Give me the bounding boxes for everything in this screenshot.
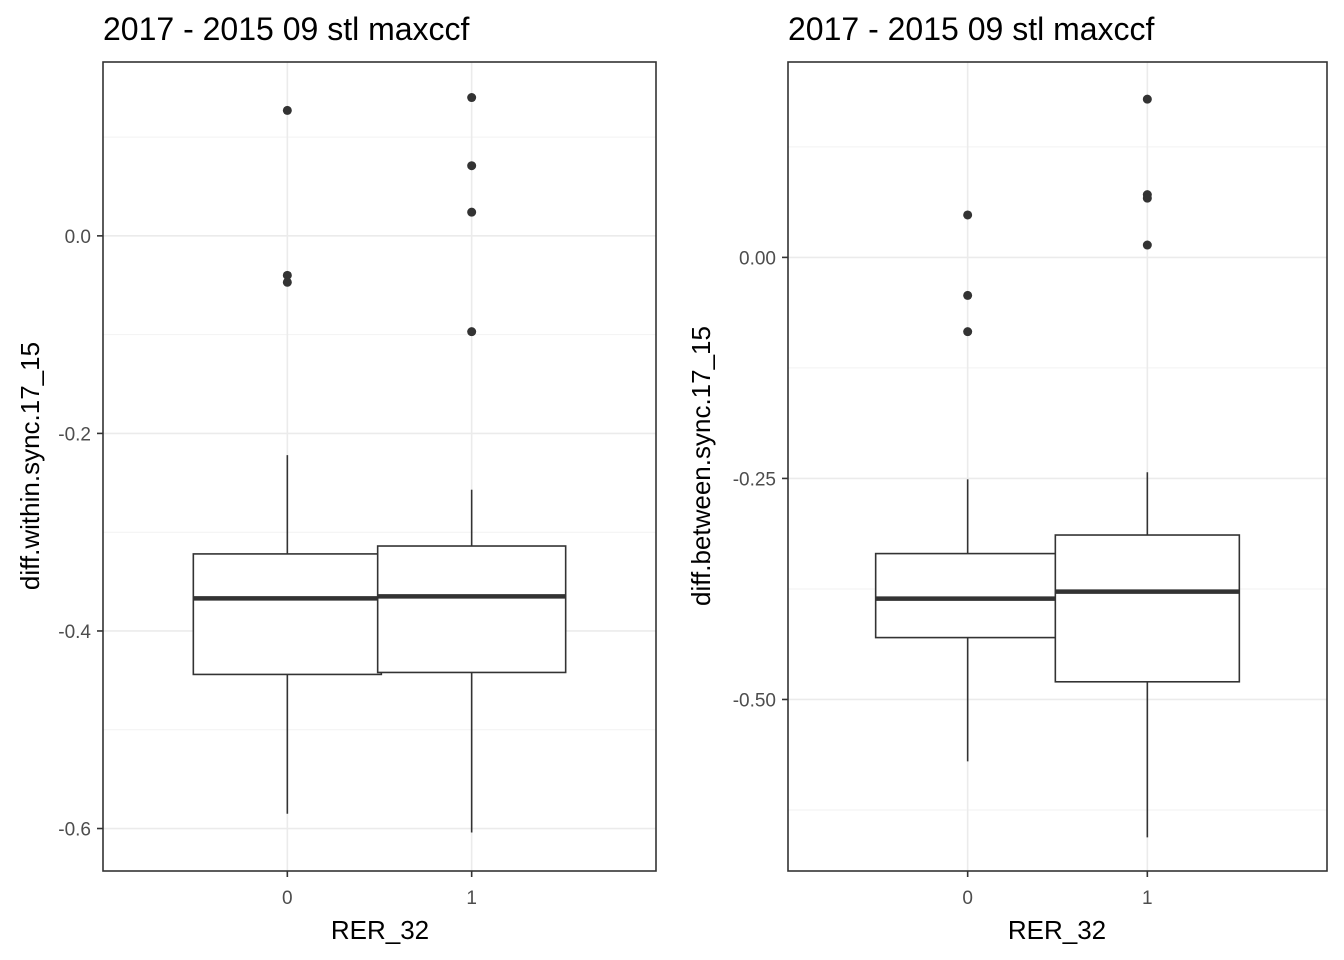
- outlier-point: [1142, 94, 1152, 104]
- outlier-point: [1142, 240, 1152, 250]
- y-tick-label: -0.4: [58, 622, 91, 643]
- box-1: [376, 93, 567, 833]
- box-0: [874, 210, 1061, 762]
- y-tick-label: 0.00: [739, 248, 776, 269]
- x-tick-label: 1: [466, 888, 477, 909]
- x-tick-label: 0: [962, 888, 973, 909]
- outlier-point: [282, 270, 292, 280]
- chart-title: 2017 - 2015 09 stl maxccf: [103, 11, 470, 47]
- outlier-point: [282, 277, 292, 287]
- outlier-point: [282, 105, 292, 115]
- x-axis-title: RER_32: [1008, 915, 1106, 945]
- chart-title: 2017 - 2015 09 stl maxccf: [788, 11, 1155, 47]
- x-axis-title: RER_32: [331, 915, 429, 945]
- y-tick-label: -0.50: [733, 690, 776, 711]
- y-tick-label: 0.0: [65, 227, 91, 248]
- y-axis-title: diff.between.sync.17_15: [686, 326, 716, 606]
- box-iqr: [1054, 534, 1241, 683]
- y-tick-label: -0.6: [58, 820, 91, 841]
- outlier-point: [963, 327, 973, 337]
- gridlines: [788, 62, 1327, 871]
- box-1: [1054, 94, 1241, 838]
- x-tick-label: 1: [1142, 888, 1153, 909]
- box-iqr: [376, 545, 567, 674]
- left-boxplot-panel: 2017 - 2015 09 stl maxccf RER_32 diff.wi…: [15, 11, 657, 945]
- outlier-point: [467, 93, 477, 103]
- outlier-point: [1142, 193, 1152, 203]
- box-iqr: [192, 553, 383, 676]
- y-tick-label: -0.25: [733, 469, 776, 490]
- outlier-point: [963, 210, 973, 220]
- box-0: [192, 105, 383, 814]
- y-axis-title: diff.within.sync.17_15: [15, 342, 45, 590]
- panel-border: [787, 61, 1328, 872]
- right-boxplot-panel: 2017 - 2015 09 stl maxccf RER_32 diff.be…: [686, 11, 1328, 945]
- outlier-point: [467, 207, 477, 217]
- gridlines: [103, 62, 656, 871]
- outlier-point: [467, 327, 477, 337]
- panel-border: [102, 61, 657, 872]
- outlier-point: [467, 161, 477, 171]
- x-tick-label: 0: [282, 888, 293, 909]
- box-iqr: [874, 552, 1061, 639]
- outlier-point: [963, 290, 973, 300]
- y-tick-label: -0.2: [58, 424, 91, 445]
